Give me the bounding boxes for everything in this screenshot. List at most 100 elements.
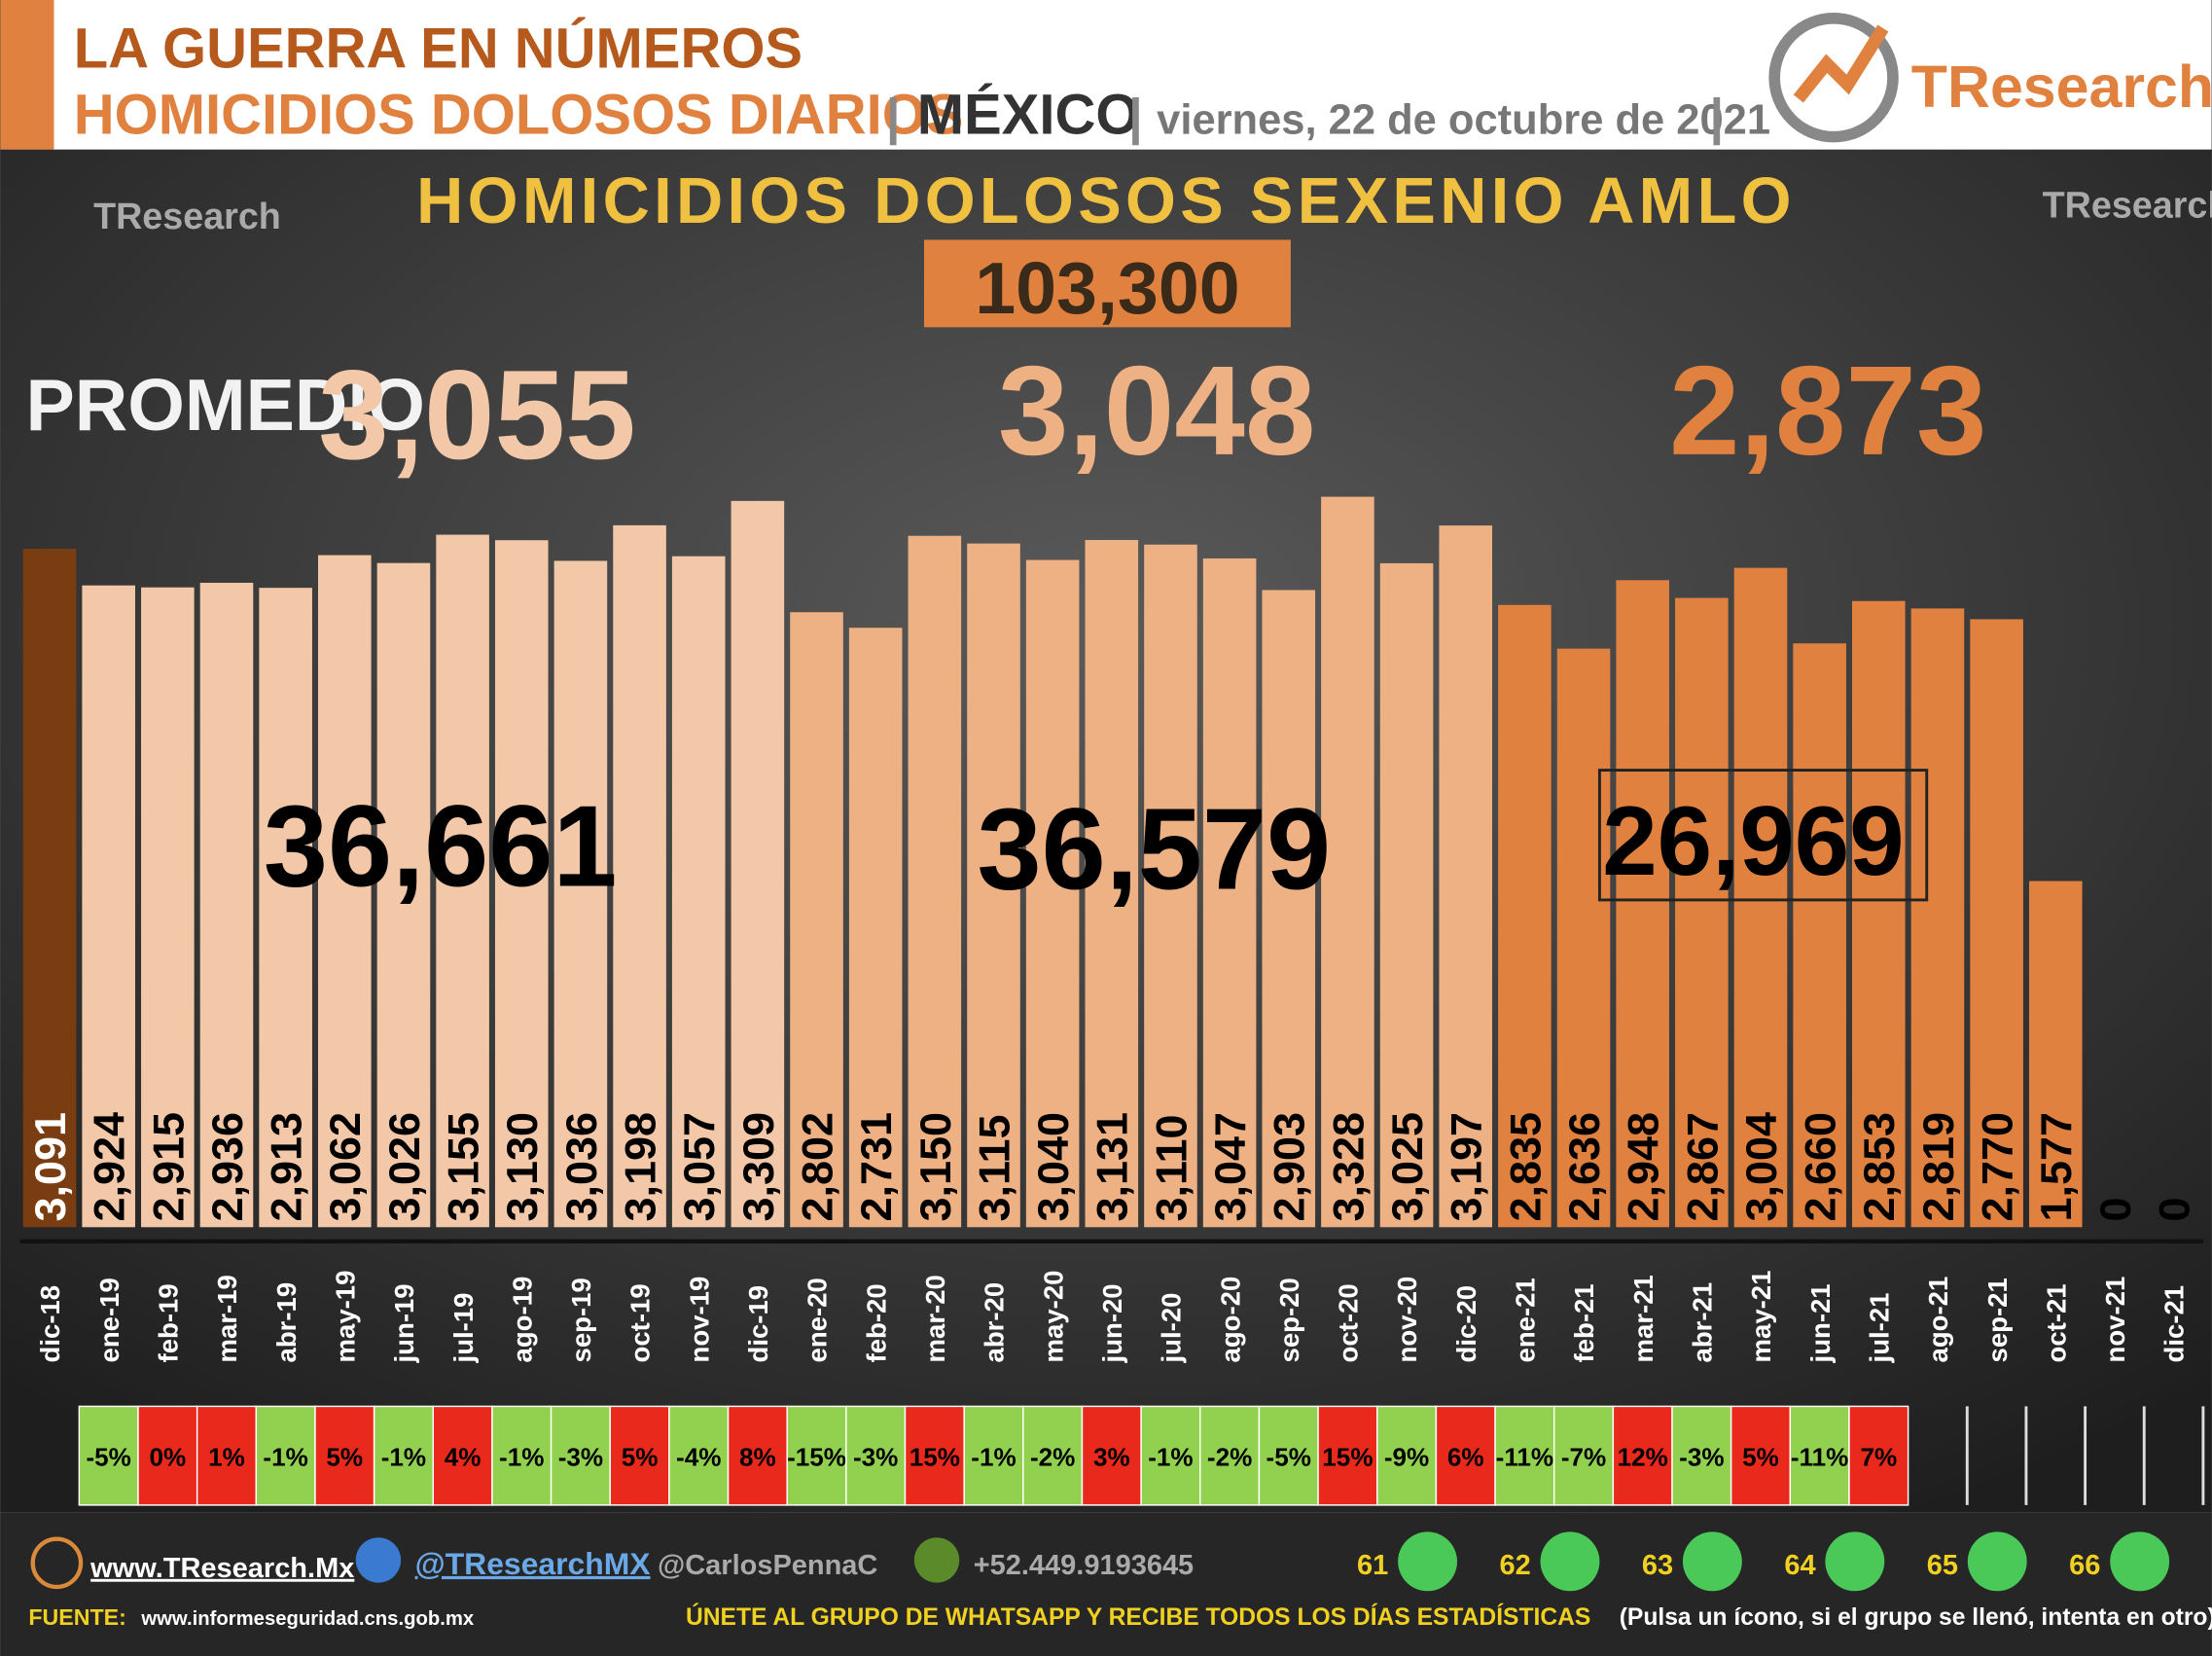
x-tick-label: abr-20 — [980, 1282, 1010, 1363]
x-tick-label: oct-20 — [1334, 1283, 1364, 1362]
x-tick-label: jun-20 — [1097, 1283, 1127, 1363]
change-label: -1% — [499, 1442, 544, 1471]
change-cell — [668, 1405, 730, 1506]
change-label: 15% — [1322, 1442, 1373, 1471]
value-label: 3,026 — [379, 1112, 429, 1221]
whatsapp-icon[interactable] — [1398, 1531, 1457, 1592]
change-label: -4% — [676, 1442, 721, 1471]
x-tick-label: feb-21 — [1569, 1283, 1599, 1362]
change-label: -5% — [1267, 1442, 1311, 1471]
value-label: 3,004 — [1736, 1112, 1786, 1221]
bar — [318, 555, 372, 1228]
change-cell — [1789, 1405, 1850, 1506]
value-label: 3,057 — [674, 1112, 724, 1221]
cta-note: (Pulsa un ícono, si el grupo se llenó, i… — [1620, 1604, 2212, 1631]
x-tick-label: may-20 — [1038, 1271, 1068, 1363]
whatsapp-icon[interactable] — [1540, 1531, 1600, 1592]
value-label: 2,731 — [851, 1112, 901, 1221]
x-tick-label: jun-19 — [389, 1283, 419, 1363]
x-tick-label: abr-19 — [271, 1282, 302, 1363]
value-label: 3,150 — [910, 1112, 960, 1221]
x-tick-label: dic-18 — [35, 1285, 65, 1363]
change-cell — [1376, 1405, 1438, 1506]
x-tick-label: ago-21 — [1923, 1277, 1953, 1363]
change-label: 5% — [1742, 1442, 1779, 1471]
year-total: 36,579 — [978, 784, 1332, 914]
value-label: 2,802 — [792, 1112, 841, 1221]
change-cell — [1022, 1405, 1084, 1506]
whatsapp-icon[interactable] — [2110, 1531, 2170, 1592]
bar — [259, 588, 312, 1228]
bars: 3,091 dic-18 2,924 ene-19 2,915 feb-19 2,936 ma… — [19, 496, 2205, 1506]
bar — [1085, 539, 1139, 1228]
chart-title: HOMICIDIOS DOLOSOS SEXENIO AMLO — [416, 165, 1796, 237]
separator: | — [1128, 90, 1143, 146]
change-label: -15% — [787, 1442, 846, 1471]
change-cell — [1730, 1405, 1792, 1506]
group-number: 63 — [1642, 1550, 1673, 1581]
value-label: 2,924 — [85, 1112, 134, 1221]
change-label: -3% — [1679, 1442, 1724, 1471]
x-tick-label: jul-21 — [1864, 1293, 1894, 1364]
bar — [22, 549, 77, 1228]
bar — [613, 524, 666, 1228]
website[interactable]: www.TResearch.Mx — [89, 1553, 354, 1584]
logo-arrow — [1793, 24, 1889, 103]
bar — [553, 560, 608, 1228]
x-tick-label: mar-21 — [1628, 1275, 1659, 1362]
x-tick-label: jul-20 — [1157, 1293, 1187, 1364]
value-label: 2,835 — [1500, 1112, 1550, 1221]
change-cell — [373, 1405, 435, 1506]
bar — [1202, 558, 1257, 1228]
grand-total: 103,300 — [975, 247, 1239, 329]
value-label: 3,062 — [320, 1112, 370, 1221]
bar — [1321, 496, 1374, 1228]
value-label: 3,130 — [497, 1112, 547, 1221]
average: 2,873 — [1669, 340, 1986, 482]
change-cell — [255, 1405, 316, 1506]
footer-bg — [0, 1512, 2212, 1656]
change-cell — [1671, 1405, 1732, 1506]
change-cell — [1199, 1405, 1261, 1506]
whatsapp-icon[interactable] — [1682, 1531, 1742, 1592]
watermark: TResearch — [93, 196, 281, 236]
whatsapp-icon[interactable] — [1825, 1531, 1885, 1592]
value-label: 3,036 — [556, 1112, 606, 1221]
separator: | — [1709, 90, 1724, 146]
bar — [1379, 562, 1434, 1228]
phone: +52.449.9193645 — [974, 1550, 1194, 1581]
value-label: 2,913 — [262, 1112, 311, 1221]
change-label: 5% — [326, 1442, 363, 1471]
separator: | — [886, 90, 901, 146]
change-label: -1% — [381, 1442, 426, 1471]
change-cell — [78, 1405, 139, 1506]
group-number: 64 — [1784, 1550, 1815, 1581]
web-icon — [30, 1536, 84, 1590]
x-tick-label: nov-21 — [2100, 1277, 2130, 1363]
value-label: 2,948 — [1619, 1112, 1668, 1221]
whatsapp-icon[interactable] — [1967, 1531, 2027, 1592]
bar — [1970, 619, 2023, 1228]
x-tick-label: ene-21 — [1511, 1278, 1541, 1362]
value-label: 2,915 — [143, 1112, 193, 1221]
change-label: -7% — [1561, 1442, 1606, 1471]
change-cell — [1494, 1405, 1555, 1506]
twitter[interactable]: @TResearchMX — [415, 1546, 651, 1581]
value-label: 3,197 — [1442, 1112, 1491, 1221]
total-box — [923, 239, 1291, 328]
bar — [671, 556, 726, 1228]
bar — [494, 540, 549, 1228]
change-label: -11% — [1496, 1442, 1553, 1471]
source: www.informeseguridad.cns.gob.mx — [140, 1608, 475, 1630]
change-label: -3% — [558, 1442, 603, 1471]
change-cell — [1140, 1405, 1201, 1506]
average: 3,055 — [318, 343, 636, 486]
change-label: 0% — [149, 1442, 186, 1471]
change-cell — [963, 1405, 1024, 1506]
bar — [731, 500, 785, 1228]
average: 3,048 — [998, 340, 1316, 482]
group-number: 65 — [1927, 1550, 1958, 1581]
value-label: 3,309 — [733, 1112, 783, 1221]
bar — [1675, 597, 1729, 1228]
